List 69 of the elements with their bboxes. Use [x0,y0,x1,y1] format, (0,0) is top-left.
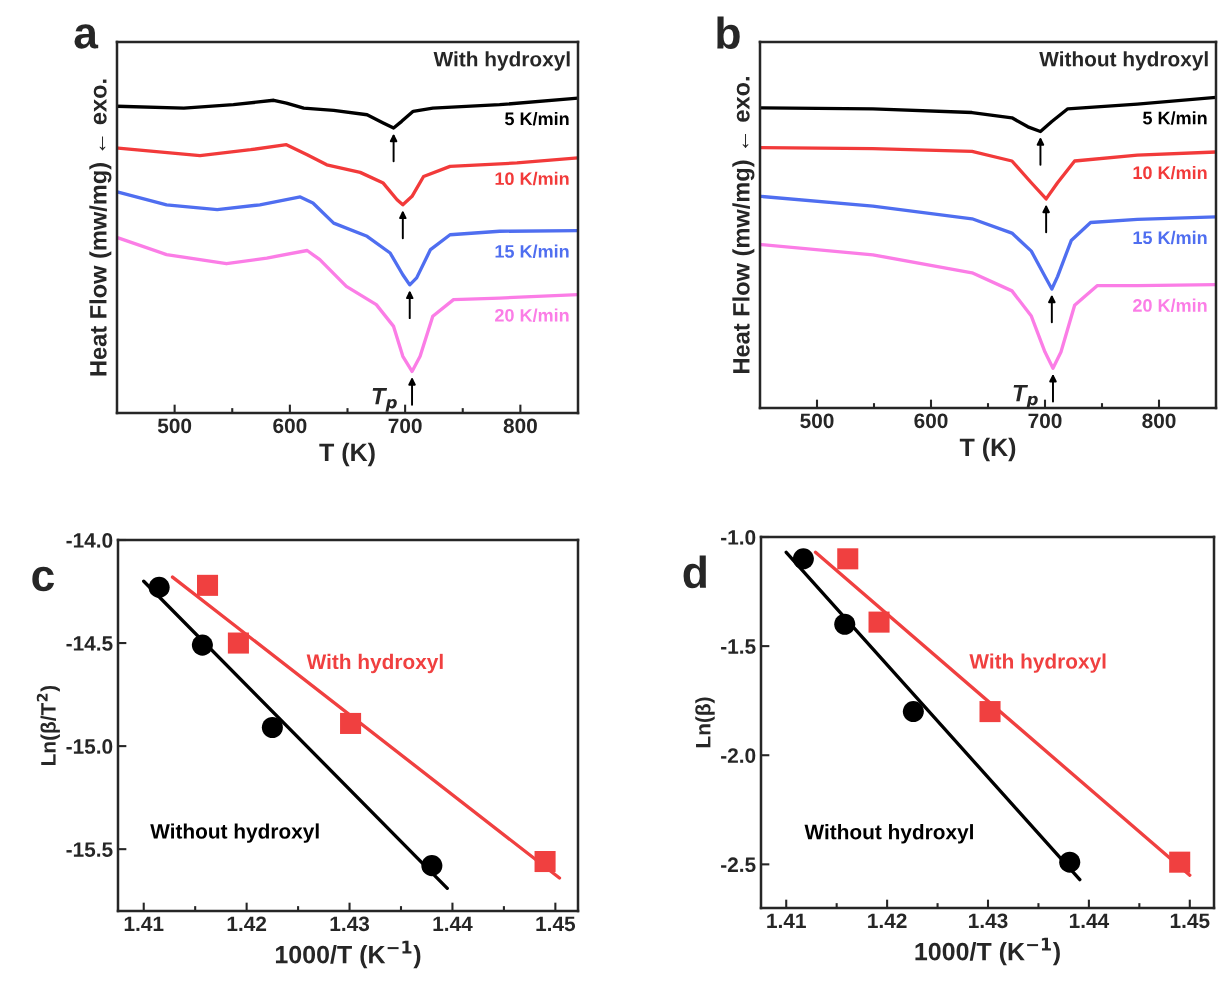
y-axis-title: Ln(β/T$^{2}$) [36,685,60,765]
y-tick-label: -1.5 [721,639,756,654]
series-label: 5 K/min [1143,111,1207,125]
text: With hydroxyl [306,653,443,674]
x-tick-label: 700 [1028,413,1062,429]
x-tick-label: 1.45 [536,916,576,932]
x-tick-label: 600 [273,418,307,434]
series-label: 5 K/min [505,111,569,126]
y-tick-label: -2.0 [721,748,756,763]
text: With hydroxyl [433,51,570,71]
point [902,701,924,723]
series-label: 10 K/min [495,171,569,186]
y-tick-label: -1.0 [721,530,756,545]
point [868,611,890,633]
x-tick-label: 1.41 [767,913,806,928]
point [197,574,219,596]
chart-title: b [717,16,740,50]
y-axis-title: Ln(β) [695,697,715,748]
x-tick-label: 1.43 [330,916,370,932]
x-tick-label: 1.44 [1069,913,1110,928]
y-tick-label: -15.5 [66,842,113,857]
x-tick-label: 1.45 [1170,913,1210,929]
chart-title: c [32,566,55,592]
y-tick-label: -14.5 [66,636,113,651]
x-tick-label: 1.42 [227,916,267,931]
text: Without hydroxyl [150,823,319,843]
x-tick-label: 700 [388,418,422,434]
x-tick-label: 800 [1142,413,1176,429]
point [261,717,283,739]
x-tick-label: 1.43 [969,913,1008,929]
x-axis-title: 1000/T (K$^{−1}$) [915,937,1060,966]
x-tick-label: 1.44 [433,916,473,931]
x-tick-label: 1.41 [124,916,164,931]
annotation: T$_{p}$ [372,388,397,412]
point [534,851,556,873]
x-tick-label: 800 [503,418,537,434]
series-label: 10 K/min [1133,165,1207,180]
series-label: With hydroxyl [969,653,1106,673]
series-label: 15 K/min [495,244,569,258]
x-axis-title: T (K) [319,442,375,467]
point [837,548,859,570]
series-label: 20 K/min [495,308,569,322]
y-tick-label: -2.5 [721,857,756,873]
point [340,712,362,734]
x-axis-title: 1000/T (K$^{−1}$) [275,940,421,969]
x-tick-label: 500 [157,418,192,434]
point [421,855,443,877]
y-axis-title: Heat Flow (mw/mg) ← exo. [732,77,755,373]
point [1059,851,1081,873]
x-tick-label: 1.42 [868,913,907,928]
text: Without hydroxyl [804,824,973,844]
y-tick-label: -14.0 [66,533,113,548]
series-label: 15 K/min [1133,230,1207,245]
chart-title: d [683,555,706,589]
x-tick-label: 600 [914,413,948,429]
point [1169,851,1191,873]
y-axis-title: Heat Flow (mw/mg) ← exo. [89,79,112,376]
text: Without hydroxyl [1039,51,1208,71]
y-tick-label: -15.0 [66,739,113,754]
point [191,634,213,656]
point [834,613,856,635]
point [979,701,1001,723]
x-tick-label: 500 [800,413,834,429]
chart-title: a [74,24,99,49]
series-label: 20 K/min [1133,298,1207,312]
point [148,576,170,598]
point [792,548,814,570]
point [227,632,249,654]
x-axis-title: T (K) [959,437,1016,462]
